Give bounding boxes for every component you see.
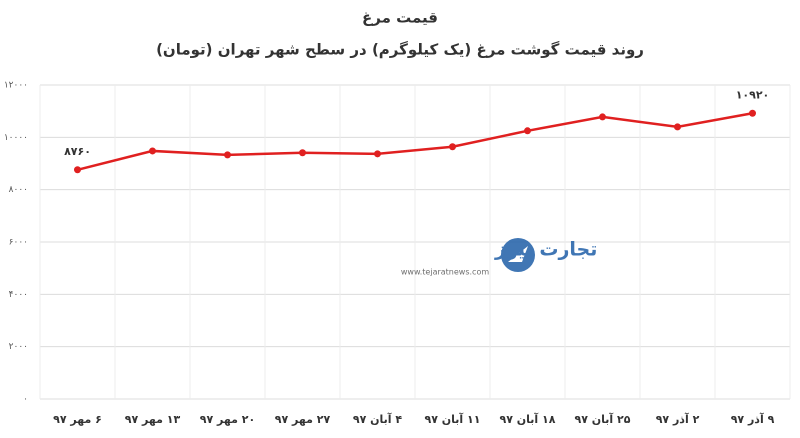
y-tick-label: ۱۲۰۰۰ <box>4 81 28 91</box>
y-tick-label: ۱۰۰۰۰ <box>4 133 28 143</box>
data-point <box>674 123 681 131</box>
x-tick-label: ۴ آبان ۹۷ <box>353 412 403 426</box>
x-tick-label: ۱۳ مهر ۹۷ <box>125 413 181 426</box>
y-tick-label: ۲۰۰۰ <box>9 342 28 352</box>
watermark-url: www.tejaratnews.com <box>401 268 489 277</box>
x-tick-label: ۱۸ آبان ۹۷ <box>500 412 556 426</box>
watermark-name: تجارت نیوز <box>494 239 597 261</box>
x-tick-label: ۹ آذر ۹۷ <box>731 412 775 426</box>
watermark: تجارت نیوز www.tejaratnews.com <box>401 238 597 277</box>
data-point <box>749 109 756 117</box>
x-tick-label: ۲۵ آبان ۹۷ <box>575 412 631 426</box>
data-point <box>224 151 231 159</box>
data-point <box>299 149 306 157</box>
chart-title: قیمت مرغ <box>362 9 438 27</box>
x-tick-label: ۶ مهر ۹۷ <box>53 413 102 426</box>
data-point <box>374 150 381 158</box>
y-tick-label: ۰ <box>23 395 28 405</box>
value-label: ۸۷۶۰ <box>64 145 91 158</box>
x-tick-label: ۲ آذر ۹۷ <box>656 412 700 426</box>
data-point <box>74 166 81 174</box>
data-point <box>524 127 531 135</box>
data-point <box>149 147 156 155</box>
watermark-logo-arrow <box>508 246 528 262</box>
x-tick-label: ۲۰ مهر ۹۷ <box>200 413 255 426</box>
data-point <box>599 113 606 121</box>
y-tick-label: ۶۰۰۰ <box>9 238 28 248</box>
value-label: ۱۰۹۲۰ <box>736 88 770 101</box>
y-tick-label: ۸۰۰۰ <box>9 185 28 195</box>
data-line <box>77 112 753 171</box>
y-tick-label: ۴۰۰۰ <box>9 290 28 300</box>
chart-subtitle: روند قیمت گوشت مرغ (یک کیلوگرم) در سطح ش… <box>156 41 644 59</box>
x-tick-label: ۲۷ مهر ۹۷ <box>275 413 331 426</box>
data-point <box>449 143 456 151</box>
x-tick-label: ۱۱ آبان ۹۷ <box>425 412 481 426</box>
